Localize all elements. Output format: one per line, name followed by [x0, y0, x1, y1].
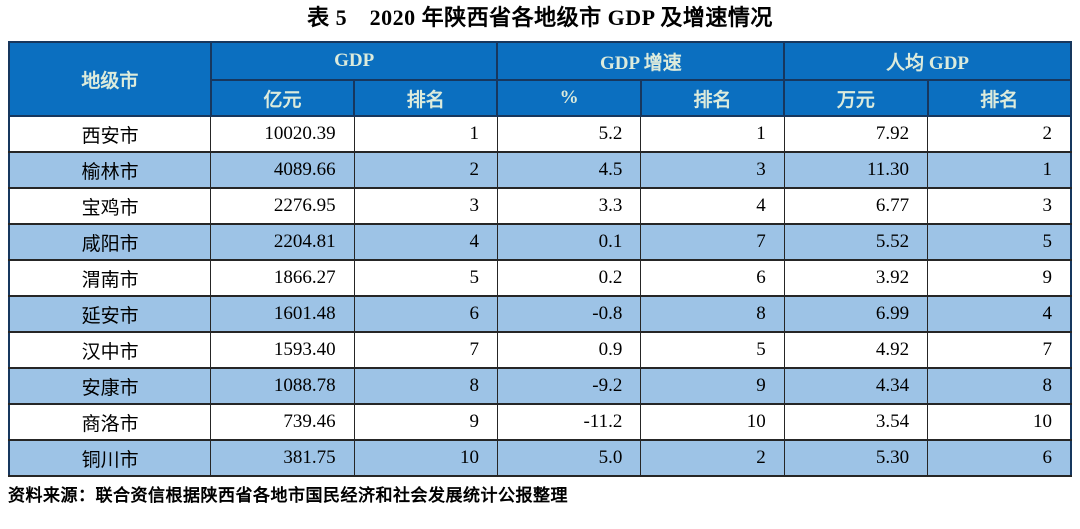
city-cell: 安康市 — [8, 367, 212, 405]
percap-rank-cell: 7 — [927, 331, 1072, 369]
gdp-rank-cell: 6 — [353, 295, 498, 333]
table-row: 延安市 1601.48 6 -0.8 8 6.99 4 — [8, 295, 1072, 333]
growth-rank-cell: 7 — [640, 223, 785, 261]
header-percap-rank: 排名 — [926, 79, 1073, 117]
percap-rank-cell: 9 — [927, 259, 1072, 297]
table-row: 咸阳市 2204.81 4 0.1 7 5.52 5 — [8, 223, 1072, 261]
gdp-rank-cell: 9 — [353, 403, 498, 441]
growth-rank-cell: 2 — [640, 439, 785, 477]
percap-rank-cell: 3 — [927, 187, 1072, 225]
gdp-rank-cell: 1 — [353, 115, 498, 153]
percap-value-cell: 5.30 — [783, 439, 929, 477]
growth-rank-cell: 4 — [640, 187, 785, 225]
header-growth-rank: 排名 — [639, 79, 786, 117]
percap-rank-cell: 10 — [927, 403, 1072, 441]
percap-value-cell: 7.92 — [783, 115, 929, 153]
gdp-value-cell: 1601.48 — [210, 295, 355, 333]
growth-rank-cell: 6 — [640, 259, 785, 297]
table-title: 表 5 2020 年陕西省各地级市 GDP 及增速情况 — [307, 5, 773, 30]
header-group-gdp: GDP — [209, 41, 499, 81]
city-cell: 西安市 — [8, 115, 212, 153]
growth-rank-cell: 5 — [640, 331, 785, 369]
growth-rank-cell: 10 — [640, 403, 785, 441]
gdp-value-cell: 1088.78 — [210, 367, 355, 405]
table-header: 地级市 GDP GDP 增速 人均 GDP 亿元 排名 % 排名 万元 排名 — [8, 41, 1073, 117]
gdp-rank-cell: 7 — [353, 331, 498, 369]
table-row: 安康市 1088.78 8 -9.2 9 4.34 8 — [8, 367, 1072, 405]
gdp-value-cell: 2276.95 — [210, 187, 355, 225]
city-cell: 商洛市 — [8, 403, 212, 441]
gdp-value-cell: 4089.66 — [210, 151, 355, 189]
gdp-value-cell: 739.46 — [210, 403, 355, 441]
growth-value-cell: -0.8 — [496, 295, 642, 333]
table-row: 汉中市 1593.40 7 0.9 5 4.92 7 — [8, 331, 1072, 369]
header-unit-row: 亿元 排名 % 排名 万元 排名 — [9, 79, 1073, 117]
header-percap-unit: 万元 — [783, 79, 929, 117]
city-cell: 咸阳市 — [8, 223, 212, 261]
growth-value-cell: -9.2 — [496, 367, 642, 405]
gdp-rank-cell: 3 — [353, 187, 498, 225]
city-cell: 延安市 — [8, 295, 212, 333]
growth-value-cell: 0.1 — [496, 223, 642, 261]
gdp-rank-cell: 2 — [353, 151, 498, 189]
city-cell: 汉中市 — [8, 331, 212, 369]
city-cell: 宝鸡市 — [8, 187, 212, 225]
percap-value-cell: 5.52 — [783, 223, 929, 261]
gdp-data-table: 地级市 GDP GDP 增速 人均 GDP 亿元 排名 % 排名 万元 排名 西… — [8, 41, 1073, 477]
percap-value-cell: 3.92 — [783, 259, 929, 297]
table-row: 铜川市 381.75 10 5.0 2 5.30 6 — [8, 439, 1072, 477]
growth-rank-cell: 8 — [640, 295, 785, 333]
header-gdp-rank: 排名 — [353, 79, 499, 117]
header-city: 地级市 — [8, 41, 212, 117]
percap-value-cell: 3.54 — [783, 403, 929, 441]
growth-value-cell: 0.9 — [496, 331, 642, 369]
growth-rank-cell: 1 — [640, 115, 785, 153]
source-note: 资料来源：联合资信根据陕西省各地市国民经济和社会发展统计公报整理 — [8, 486, 568, 505]
gdp-rank-cell: 4 — [353, 223, 498, 261]
percap-rank-cell: 4 — [927, 295, 1072, 333]
growth-rank-cell: 9 — [640, 367, 785, 405]
header-growth-unit: % — [496, 79, 642, 117]
percap-value-cell: 6.99 — [783, 295, 929, 333]
percap-rank-cell: 6 — [927, 439, 1072, 477]
gdp-rank-cell: 10 — [353, 439, 498, 477]
table-row: 西安市 10020.39 1 5.2 1 7.92 2 — [8, 115, 1072, 153]
header-gdp-unit: 亿元 — [209, 79, 356, 117]
gdp-value-cell: 1866.27 — [210, 259, 355, 297]
header-group-percap: 人均 GDP — [783, 41, 1072, 81]
table-body: 西安市 10020.39 1 5.2 1 7.92 2 榆林市 4089.66 … — [8, 115, 1072, 477]
gdp-value-cell: 2204.81 — [210, 223, 355, 261]
growth-value-cell: 5.2 — [496, 115, 642, 153]
gdp-value-cell: 381.75 — [210, 439, 355, 477]
city-cell: 榆林市 — [8, 151, 212, 189]
gdp-value-cell: 10020.39 — [210, 115, 355, 153]
table-row: 榆林市 4089.66 2 4.5 3 11.30 1 — [8, 151, 1072, 189]
percap-value-cell: 11.30 — [783, 151, 929, 189]
percap-rank-cell: 1 — [927, 151, 1072, 189]
percap-value-cell: 6.77 — [783, 187, 929, 225]
percap-value-cell: 4.34 — [783, 367, 929, 405]
table-row: 宝鸡市 2276.95 3 3.3 4 6.77 3 — [8, 187, 1072, 225]
percap-rank-cell: 2 — [927, 115, 1072, 153]
city-cell: 铜川市 — [8, 439, 212, 477]
gdp-rank-cell: 5 — [353, 259, 498, 297]
percap-rank-cell: 8 — [927, 367, 1072, 405]
growth-value-cell: 4.5 — [496, 151, 642, 189]
percap-rank-cell: 5 — [927, 223, 1072, 261]
growth-value-cell: 3.3 — [496, 187, 642, 225]
gdp-value-cell: 1593.40 — [210, 331, 355, 369]
gdp-rank-cell: 8 — [353, 367, 498, 405]
table-row: 商洛市 739.46 9 -11.2 10 3.54 10 — [8, 403, 1072, 441]
header-group-row: 地级市 GDP GDP 增速 人均 GDP — [8, 41, 1072, 117]
city-cell: 渭南市 — [8, 259, 212, 297]
growth-rank-cell: 3 — [640, 151, 785, 189]
table-row: 渭南市 1866.27 5 0.2 6 3.92 9 — [8, 259, 1072, 297]
percap-value-cell: 4.92 — [783, 331, 929, 369]
header-group-growth: GDP 增速 — [496, 41, 786, 81]
growth-value-cell: 0.2 — [496, 259, 642, 297]
growth-value-cell: 5.0 — [496, 439, 642, 477]
growth-value-cell: -11.2 — [496, 403, 642, 441]
